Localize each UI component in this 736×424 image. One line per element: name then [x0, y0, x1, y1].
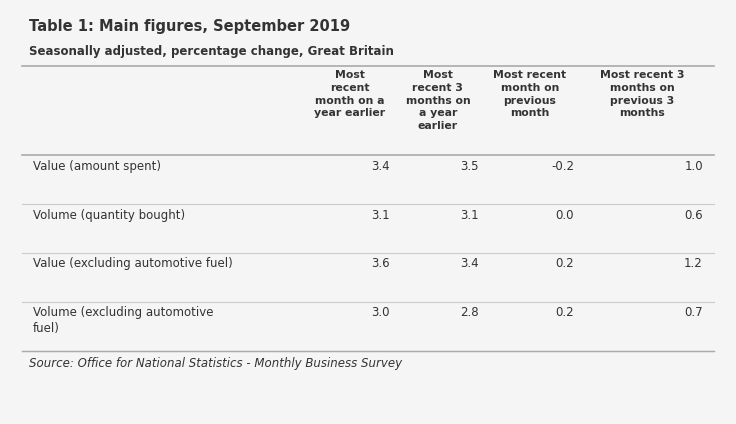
Text: 3.0: 3.0: [372, 306, 390, 319]
Text: 2.8: 2.8: [460, 306, 478, 319]
Text: Most
recent
month on a
year earlier: Most recent month on a year earlier: [314, 70, 385, 118]
Text: 0.7: 0.7: [684, 306, 703, 319]
Text: Value (amount spent): Value (amount spent): [33, 160, 161, 173]
Text: 0.0: 0.0: [556, 209, 574, 222]
Text: Volume (quantity bought): Volume (quantity bought): [33, 209, 185, 222]
Text: 1.2: 1.2: [684, 257, 703, 271]
Text: 3.4: 3.4: [372, 160, 390, 173]
Text: -0.2: -0.2: [551, 160, 574, 173]
Text: Seasonally adjusted, percentage change, Great Britain: Seasonally adjusted, percentage change, …: [29, 45, 394, 58]
Text: 3.1: 3.1: [372, 209, 390, 222]
Text: 3.6: 3.6: [372, 257, 390, 271]
Text: 3.5: 3.5: [460, 160, 478, 173]
Text: Most
recent 3
months on
a year
earlier: Most recent 3 months on a year earlier: [406, 70, 470, 131]
Text: Table 1: Main figures, September 2019: Table 1: Main figures, September 2019: [29, 19, 350, 34]
Text: 3.1: 3.1: [460, 209, 478, 222]
Text: Value (excluding automotive fuel): Value (excluding automotive fuel): [33, 257, 233, 271]
Text: Most recent
month on
previous
month: Most recent month on previous month: [493, 70, 567, 118]
Text: 0.6: 0.6: [684, 209, 703, 222]
Text: Volume (excluding automotive
fuel): Volume (excluding automotive fuel): [33, 306, 213, 335]
Text: Source: Office for National Statistics - Monthly Business Survey: Source: Office for National Statistics -…: [29, 357, 403, 370]
Text: 1.0: 1.0: [684, 160, 703, 173]
Text: 3.4: 3.4: [460, 257, 478, 271]
Text: Most recent 3
months on
previous 3
months: Most recent 3 months on previous 3 month…: [600, 70, 684, 118]
Text: 0.2: 0.2: [556, 306, 574, 319]
Text: 0.2: 0.2: [556, 257, 574, 271]
